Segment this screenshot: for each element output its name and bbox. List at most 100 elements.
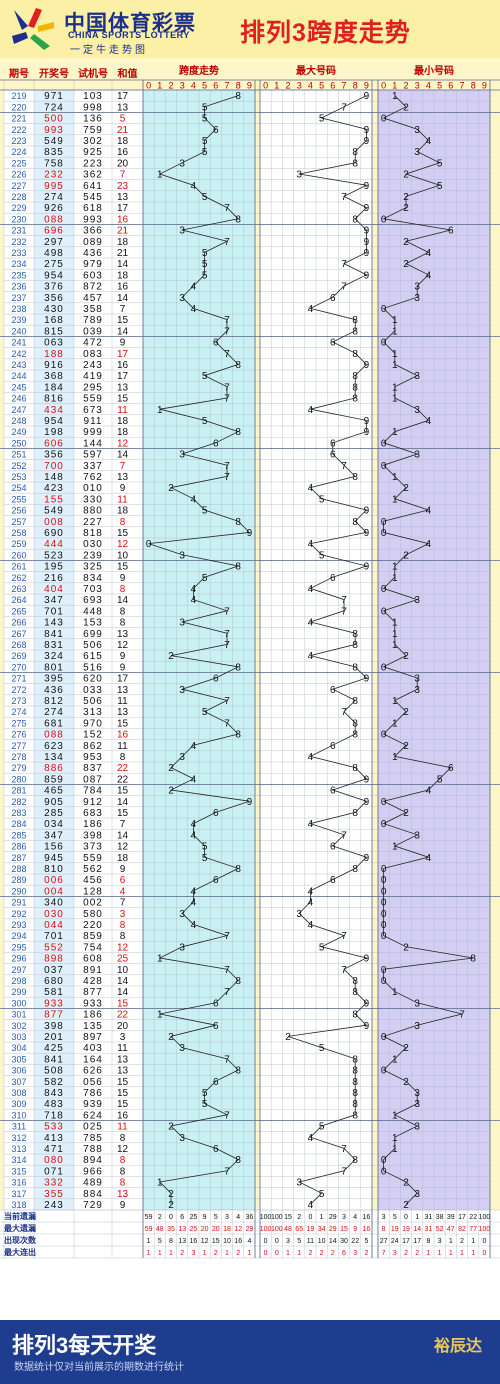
trial-number-cell: 754 — [83, 942, 103, 953]
stat-cell-max: 3 — [353, 1250, 357, 1257]
trial-number-cell: 153 — [83, 618, 103, 629]
span-trend-point: 3 — [179, 550, 185, 561]
stat-cell-max: 100 — [271, 1226, 283, 1233]
draw-number-cell: 398 — [44, 1021, 64, 1032]
period-cell: 267 — [11, 629, 26, 639]
digit-header-span-9: 9 — [247, 81, 252, 91]
draw-number-cell: 995 — [44, 181, 64, 192]
trial-number-cell: 135 — [83, 1021, 103, 1032]
period-cell: 307 — [11, 1077, 26, 1087]
span-trend-point: 2 — [168, 763, 174, 774]
period-cell: 295 — [11, 942, 26, 952]
trial-number-cell: 894 — [83, 1155, 103, 1166]
sum-value-cell: 13 — [117, 102, 129, 113]
stat-cell-span: 3 — [191, 1250, 195, 1257]
stat-cell-max: 1 — [297, 1250, 301, 1257]
sum-value-cell: 11 — [117, 696, 128, 707]
footer-note: 数据统计仅对当前展示的期数进行统计 — [14, 1362, 184, 1373]
stat-cell-max: 29 — [329, 1226, 337, 1233]
span-trend-point: 5 — [202, 853, 208, 864]
draw-number-cell: 071 — [44, 1166, 64, 1177]
draw-number-cell: 143 — [44, 618, 64, 629]
span-trend-point: 7 — [224, 640, 230, 651]
span-trend-point: 5 — [202, 136, 208, 147]
sum-value-cell: 18 — [117, 237, 129, 248]
sum-value-cell: 17 — [117, 674, 129, 685]
span-trend-point: 3 — [179, 226, 185, 237]
stat-cell-span: 1 — [247, 1250, 251, 1257]
period-cell: 286 — [11, 842, 26, 852]
span-trend-point: 2 — [168, 483, 174, 494]
max-trend-point: 4 — [308, 920, 314, 931]
draw-number-cell: 423 — [44, 483, 64, 494]
trial-number-cell: 597 — [83, 450, 103, 461]
digit-header-span-0: 0 — [146, 81, 151, 91]
sum-value-cell: 12 — [117, 539, 129, 550]
max-trend-point: 9 — [364, 998, 370, 1009]
period-cell: 236 — [11, 282, 26, 292]
period-cell: 312 — [11, 1133, 26, 1143]
sum-value-cell: 12 — [117, 640, 129, 651]
trial-number-cell: 693 — [83, 595, 103, 606]
draw-number-cell: 549 — [44, 136, 64, 147]
stat-cell-min: 1 — [471, 1250, 475, 1257]
span-trend-point: 7 — [224, 987, 230, 998]
trial-number-cell: 239 — [83, 550, 103, 561]
draw-number-cell: 812 — [44, 696, 64, 707]
draw-number-cell: 168 — [44, 315, 64, 326]
span-trend-point: 2 — [168, 1122, 174, 1133]
max-trend-point: 4 — [308, 584, 314, 595]
stat-cell-min: 2 — [460, 1238, 464, 1245]
max-trend-point: 7 — [341, 102, 347, 113]
draw-number-cell: 690 — [44, 528, 64, 539]
period-cell: 274 — [11, 707, 26, 717]
digit-header-span-5: 5 — [202, 81, 207, 91]
span-trend-point: 5 — [202, 371, 208, 382]
period-cell: 253 — [11, 472, 26, 482]
digit-header-max-7: 7 — [341, 81, 346, 91]
col-header-sum: 和值 — [117, 67, 138, 80]
max-trend-point: 7 — [341, 606, 347, 617]
period-cell: 255 — [11, 494, 26, 504]
sum-value-cell: 22 — [117, 774, 129, 785]
draw-number-cell: 549 — [44, 506, 64, 517]
period-cell: 220 — [11, 102, 26, 112]
sum-value-cell: 15 — [117, 1099, 129, 1110]
period-cell: 265 — [11, 606, 26, 616]
max-trend-point: 9 — [364, 954, 370, 965]
sum-value-cell: 18 — [117, 270, 129, 281]
draw-number-cell: 297 — [44, 237, 64, 248]
digit-header-span-4: 4 — [191, 81, 196, 91]
max-trend-point: 9 — [364, 181, 370, 192]
period-cell: 264 — [11, 595, 26, 605]
period-cell: 311 — [12, 1122, 26, 1132]
draw-number-cell: 008 — [44, 517, 64, 528]
trend-table: 期号 开奖号 试机号 和值 跨度走势 0 1 2 3 4 5 6 7 8 9 最大号码 0 1 2 3 4 5 6 7 8 9 最小… — [0, 58, 500, 1320]
min-trend-point: 4 — [426, 539, 432, 550]
max-trend-point: 6 — [330, 293, 336, 304]
span-trend-point: 6 — [213, 808, 219, 819]
span-trend-point: 4 — [191, 181, 197, 192]
draw-number-cell: 155 — [44, 494, 64, 505]
max-trend-point: 8 — [352, 214, 358, 225]
draw-number-cell: 552 — [44, 942, 64, 953]
sum-value-cell: 9 — [120, 573, 126, 584]
stat-cell-min: 100 — [479, 1226, 491, 1233]
trial-number-cell: 897 — [83, 1032, 103, 1043]
span-trend-point: 3 — [179, 158, 185, 169]
trial-number-cell: 618 — [83, 203, 103, 214]
sum-value-cell: 12 — [117, 1144, 129, 1155]
stat-cell-max: 0 — [264, 1238, 268, 1245]
stat-cell-span: 25 — [190, 1226, 198, 1233]
min-trend-point: 1 — [392, 718, 398, 729]
draw-number-cell: 232 — [44, 170, 64, 181]
sum-value-cell: 9 — [120, 338, 126, 349]
max-trend-point: 3 — [296, 170, 302, 181]
min-trend-point: 0 — [381, 662, 387, 673]
span-trend-point: 7 — [224, 394, 230, 405]
span-trend-point: 6 — [213, 1021, 219, 1032]
min-trend-point: 2 — [403, 192, 409, 203]
trial-number-cell: 506 — [83, 696, 103, 707]
span-trend-point: 1 — [157, 1178, 163, 1189]
period-cell: 284 — [11, 819, 26, 829]
